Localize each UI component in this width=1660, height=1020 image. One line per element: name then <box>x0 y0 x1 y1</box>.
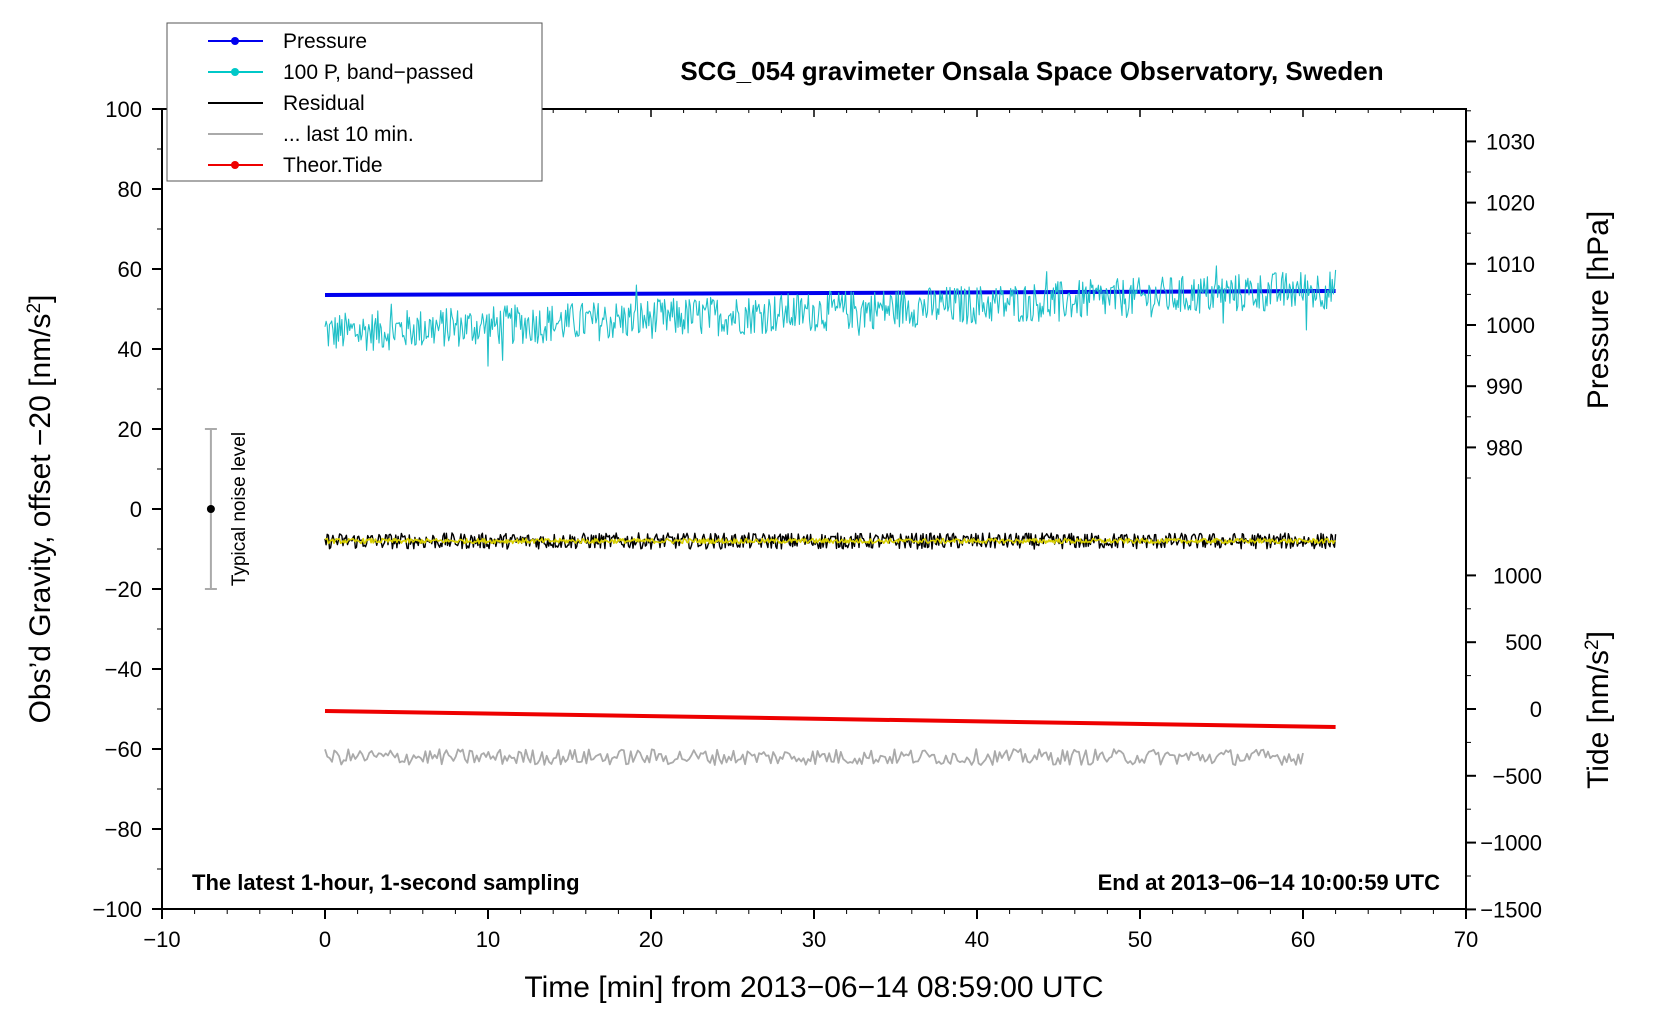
legend-marker <box>231 37 239 45</box>
x-tick-label: 50 <box>1128 927 1152 952</box>
noise-bar-center <box>206 505 215 513</box>
series-pressure <box>324 289 1336 297</box>
y-axis-label: Obs’d Gravity, offset −20 [nm/s2] <box>24 295 57 724</box>
pressure-tick-label: 990 <box>1486 374 1523 399</box>
tide-tick-label: −1000 <box>1480 831 1542 856</box>
tide-tick-label: 500 <box>1505 630 1542 655</box>
y-tick-label: 0 <box>130 497 142 522</box>
legend-label: Pressure <box>283 30 367 53</box>
pressure-tick-label: 1020 <box>1486 191 1535 216</box>
legend-marker <box>231 161 239 169</box>
y-tick-label: −100 <box>92 897 142 922</box>
y-tick-label: −40 <box>105 657 142 682</box>
x-tick-label: 10 <box>476 927 500 952</box>
legend-label: 100 P, band−passed <box>283 61 474 84</box>
series-theor-tide <box>324 709 1336 729</box>
legend: Pressure 100 P, band−passed Residual ... la… <box>166 22 543 182</box>
legend-label: ... last 10 min. <box>283 123 414 146</box>
series-residual-smoothed- <box>324 537 1336 545</box>
legend-label: Residual <box>283 92 365 115</box>
tide-axis-label: Tide [nm/s2] <box>1582 631 1615 789</box>
x-axis-label: Time [min] from 2013−06−14 08:59:00 UTC <box>524 971 1103 1004</box>
y-axis-label-sup: 2 <box>24 303 45 314</box>
pressure-tick-label: 1000 <box>1486 313 1535 338</box>
y-tick-label: 20 <box>118 417 142 442</box>
tide-tick-label: 1000 <box>1493 563 1542 588</box>
y-tick-label: 60 <box>118 257 142 282</box>
y-tick-label: 100 <box>105 97 142 122</box>
y-tick-label: −80 <box>105 817 142 842</box>
y-tick-label: 40 <box>118 337 142 362</box>
sampling-note: The latest 1-hour, 1-second sampling <box>192 870 580 895</box>
x-tick-label: 20 <box>639 927 663 952</box>
legend-marker <box>231 68 239 76</box>
x-tick-label: 40 <box>965 927 989 952</box>
end-time-note: End at 2013−06−14 10:00:59 UTC <box>1098 870 1441 895</box>
tide-tick-label: 0 <box>1530 697 1542 722</box>
pressure-tick-label: 1030 <box>1486 129 1535 154</box>
tide-axis-label-sup: 2 <box>1582 639 1603 650</box>
y-tick-label: −20 <box>105 577 142 602</box>
y-tick-label: −60 <box>105 737 142 762</box>
noise-label: Typical noise level <box>229 432 250 586</box>
series-100-p-band-passed <box>324 265 1337 367</box>
x-tick-label: 60 <box>1291 927 1315 952</box>
series--last-10-min- <box>324 748 1304 766</box>
legend-label: Theor.Tide <box>283 154 383 177</box>
x-tick-label: 70 <box>1454 927 1478 952</box>
y-tick-label: 80 <box>118 177 142 202</box>
x-tick-label: 0 <box>319 927 331 952</box>
x-tick-label: −10 <box>143 927 180 952</box>
pressure-tick-label: 980 <box>1486 435 1523 460</box>
plot-frame <box>161 108 1467 910</box>
pressure-tick-label: 1010 <box>1486 252 1535 277</box>
x-tick-label: 30 <box>802 927 826 952</box>
chart-title: SCG_054 gravimeter Onsala Space Observat… <box>680 56 1383 86</box>
tide-tick-label: −1500 <box>1480 897 1542 922</box>
pressure-axis-label: Pressure [hPa] <box>1582 211 1615 409</box>
tide-tick-label: −500 <box>1492 764 1542 789</box>
